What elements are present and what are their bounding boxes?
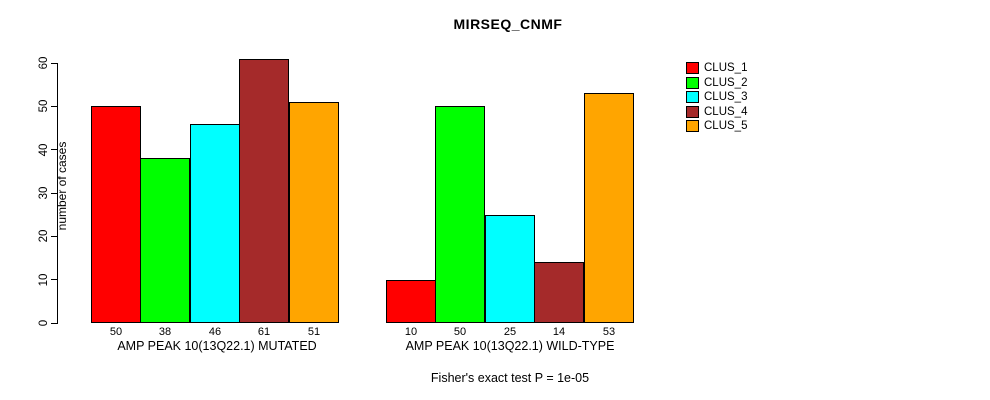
bar-clus_4-group1 bbox=[239, 59, 289, 323]
legend-item: CLUS_1 bbox=[686, 61, 747, 76]
y-tick-mark bbox=[51, 279, 57, 281]
bar-clus_5-group1 bbox=[289, 102, 339, 323]
y-tick-label: 10 bbox=[38, 273, 50, 287]
bar-clus_4-group2 bbox=[534, 262, 584, 323]
chart-title: MIRSEQ_CNMF bbox=[453, 16, 563, 32]
y-tick-mark bbox=[51, 322, 57, 324]
bar-value-label: 53 bbox=[602, 326, 616, 338]
bar-value-label: 25 bbox=[503, 326, 517, 338]
bar-clus_3-group2 bbox=[485, 215, 535, 323]
bar-value-label: 14 bbox=[552, 326, 566, 338]
legend-swatch-clus_4 bbox=[686, 105, 699, 118]
y-tick-mark bbox=[51, 192, 57, 194]
legend-label: CLUS_5 bbox=[704, 120, 748, 133]
legend-item: CLUS_3 bbox=[686, 90, 747, 105]
bar-value-label: 50 bbox=[453, 326, 467, 338]
bar-clus_1-group1 bbox=[91, 106, 141, 323]
bar-clus_3-group1 bbox=[190, 124, 240, 323]
bar-value-label: 38 bbox=[158, 326, 172, 338]
legend-item: CLUS_4 bbox=[686, 105, 747, 120]
y-tick-label: 20 bbox=[38, 229, 50, 243]
y-tick-mark bbox=[51, 62, 57, 64]
fisher-test-footnote: Fisher's exact test P = 1e-05 bbox=[430, 371, 590, 385]
legend-swatch-clus_2 bbox=[686, 76, 699, 89]
y-tick-label: 40 bbox=[38, 143, 50, 157]
bar-clus_5-group2 bbox=[584, 93, 634, 323]
bar-value-label: 50 bbox=[109, 326, 123, 338]
bar-clus_1-group2 bbox=[386, 280, 436, 323]
group-label-mutated: AMP PEAK 10(13Q22.1) MUTATED bbox=[117, 339, 317, 353]
chart-legend: CLUS_1 CLUS_2 CLUS_3 CLUS_4 CLUS_5 bbox=[686, 61, 747, 134]
y-tick-label: 50 bbox=[38, 99, 50, 113]
bar-value-label: 10 bbox=[404, 326, 418, 338]
legend-swatch-clus_3 bbox=[686, 91, 699, 104]
group-label-wild-type: AMP PEAK 10(13Q22.1) WILD-TYPE bbox=[405, 339, 615, 353]
legend-label: CLUS_1 bbox=[704, 62, 748, 75]
y-tick-label: 0 bbox=[38, 319, 50, 327]
legend-swatch-clus_5 bbox=[686, 120, 699, 133]
y-tick-mark bbox=[51, 149, 57, 151]
legend-label: CLUS_3 bbox=[704, 91, 748, 104]
legend-item: CLUS_2 bbox=[686, 76, 747, 91]
bar-clus_2-group2 bbox=[435, 106, 485, 323]
bar-value-label: 46 bbox=[208, 326, 222, 338]
y-tick-mark bbox=[51, 105, 57, 107]
legend-item: CLUS_5 bbox=[686, 119, 747, 134]
legend-label: CLUS_4 bbox=[704, 105, 748, 118]
bar-clus_2-group1 bbox=[140, 158, 190, 323]
y-tick-label: 30 bbox=[38, 186, 50, 200]
y-axis-line bbox=[57, 63, 58, 324]
legend-label: CLUS_2 bbox=[704, 76, 748, 89]
legend-swatch-clus_1 bbox=[686, 62, 699, 75]
bar-value-label: 51 bbox=[307, 326, 321, 338]
y-tick-label: 60 bbox=[38, 56, 50, 70]
y-tick-mark bbox=[51, 235, 57, 237]
bar-value-label: 61 bbox=[257, 326, 271, 338]
